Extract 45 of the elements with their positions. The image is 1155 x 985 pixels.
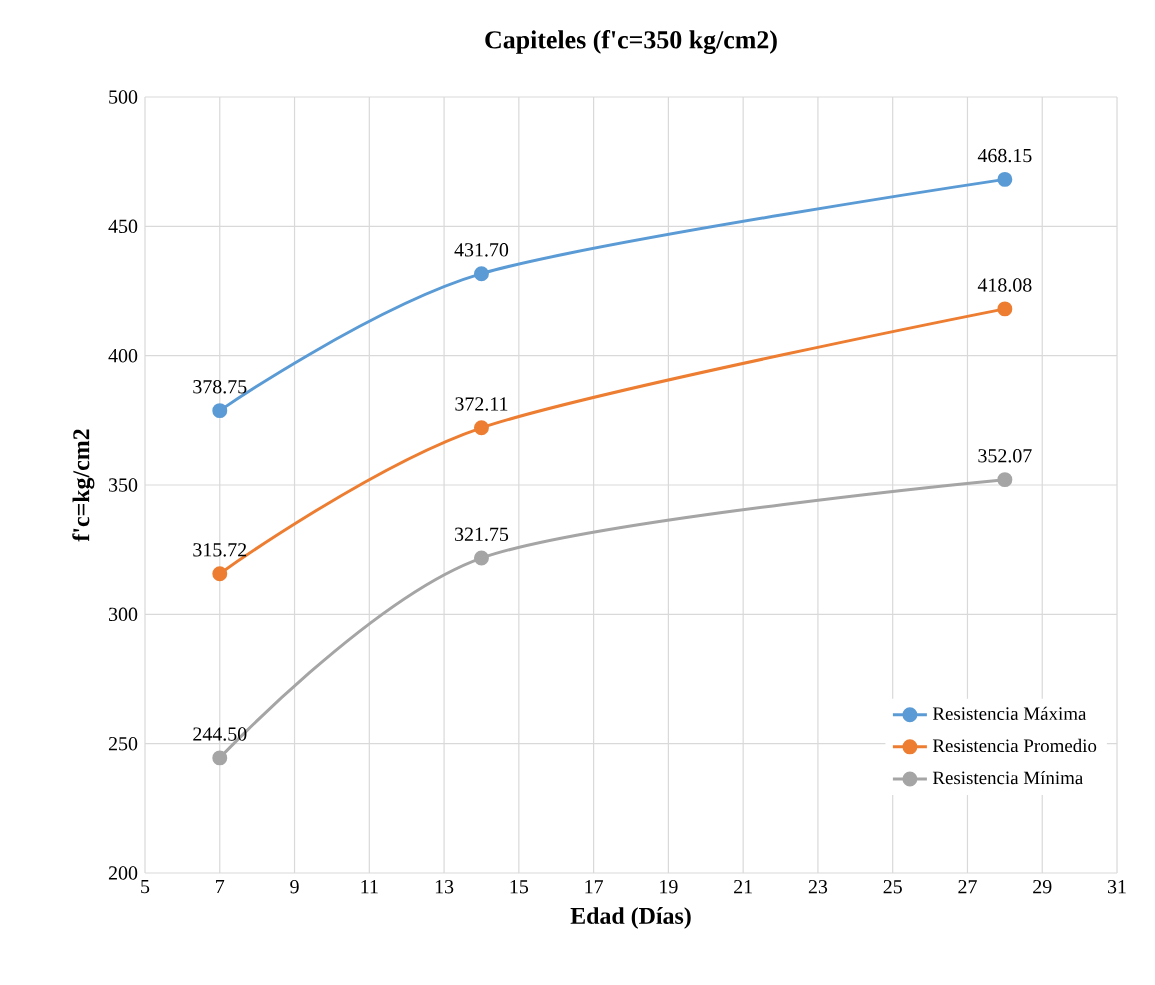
point xyxy=(212,403,228,419)
data-label: 431.70 xyxy=(454,243,509,257)
point xyxy=(997,472,1013,488)
point xyxy=(473,420,489,436)
x-tick-label: 23 xyxy=(808,880,828,894)
x-axis-title: Edad (Días) xyxy=(570,907,691,929)
point xyxy=(997,171,1013,187)
x-tick-label: 9 xyxy=(290,880,299,894)
y-tick-label: 400 xyxy=(108,348,138,363)
y-tick-label: 500 xyxy=(109,90,138,104)
y-tick-label: 450 xyxy=(108,219,138,234)
point xyxy=(473,550,489,566)
data-label: 321.75 xyxy=(455,527,509,542)
x-tick-label: 17 xyxy=(585,880,604,894)
data-label: 468.15 xyxy=(977,148,1032,163)
data-label: 315.72 xyxy=(193,543,247,557)
legend-label: Resistencia Mínima xyxy=(932,770,1084,785)
chart-title: Capiteles (f'c=350 kg/cm2) xyxy=(485,30,777,54)
x-tick-label: 7 xyxy=(216,880,225,894)
x-tick-label: 25 xyxy=(883,880,902,894)
point xyxy=(473,266,489,282)
y-tick-label: 200 xyxy=(108,866,138,880)
data-label: 244.50 xyxy=(193,727,247,741)
x-tick-label: 11 xyxy=(361,880,378,894)
legend-label: Resistencia Promedio xyxy=(932,738,1097,753)
x-tick-label: 29 xyxy=(1033,880,1052,894)
point xyxy=(997,301,1013,317)
y-axis-title: f'c=kg/cm2 xyxy=(72,429,95,542)
legend-label: Resistencia Máxima xyxy=(932,706,1087,721)
x-tick-label: 27 xyxy=(958,880,977,894)
y-tick-label: 300 xyxy=(109,607,138,622)
data-label: 378.75 xyxy=(193,380,247,394)
x-tick-label: 19 xyxy=(660,880,678,894)
x-tick-label: 21 xyxy=(734,880,752,894)
x-tick-label: 31 xyxy=(1108,880,1126,894)
data-label: 352.07 xyxy=(978,449,1032,463)
y-tick-label: 350 xyxy=(109,478,138,492)
data-label: 418.08 xyxy=(977,278,1032,292)
y-tick-label: 250 xyxy=(108,736,138,751)
x-tick-label: 13 xyxy=(435,880,454,894)
x-tick-label: 15 xyxy=(510,880,529,894)
point xyxy=(212,566,228,582)
x-tick-label: 5 xyxy=(141,880,150,894)
point xyxy=(212,750,228,766)
data-label: 372.11 xyxy=(455,397,508,411)
